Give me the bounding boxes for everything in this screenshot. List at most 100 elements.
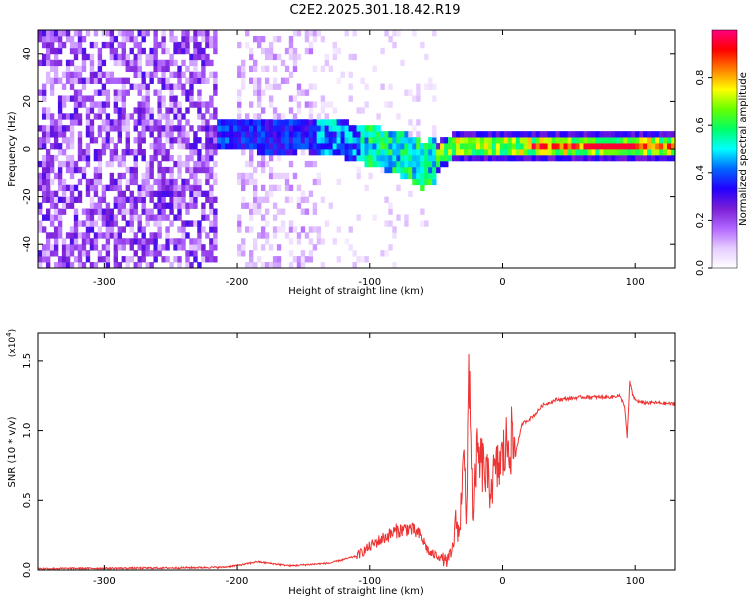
x-tick-label: -100 bbox=[358, 277, 381, 288]
heatmap-cell bbox=[424, 83, 429, 90]
heatmap-cell bbox=[97, 256, 103, 263]
heatmap-cell bbox=[559, 154, 564, 162]
heatmap-cell bbox=[296, 131, 302, 138]
heatmap-cell bbox=[376, 160, 381, 168]
heatmap-cell bbox=[73, 71, 79, 78]
heatmap-cell bbox=[81, 149, 87, 156]
heatmap-cell bbox=[252, 77, 258, 84]
heatmap-cell bbox=[252, 83, 258, 90]
heatmap-cell bbox=[388, 244, 393, 251]
heatmap-cell bbox=[205, 190, 210, 197]
heatmap-cell bbox=[141, 107, 146, 114]
heatmap-cell bbox=[503, 131, 509, 138]
heatmap-cell bbox=[38, 172, 43, 180]
heatmap-cell bbox=[479, 154, 485, 162]
heatmap-cell bbox=[300, 196, 306, 203]
heatmap-cell bbox=[659, 154, 664, 162]
heatmap-cell bbox=[404, 131, 409, 138]
heatmap-cell bbox=[237, 71, 242, 78]
heatmap-cell bbox=[260, 47, 266, 55]
heatmap-cell bbox=[137, 226, 142, 233]
heatmap-cell bbox=[165, 119, 170, 126]
heatmap-cell bbox=[145, 59, 150, 67]
heatmap-cell bbox=[105, 143, 111, 150]
heatmap-cell bbox=[424, 178, 429, 186]
heatmap-cell bbox=[105, 137, 111, 144]
heatmap-cell bbox=[133, 59, 138, 67]
heatmap-cell bbox=[85, 113, 91, 120]
heatmap-cell bbox=[141, 232, 146, 239]
heatmap-cell bbox=[161, 125, 166, 132]
heatmap-cell bbox=[555, 143, 560, 150]
heatmap-cell bbox=[153, 71, 158, 78]
colorbar-tick-label: 0.8 bbox=[695, 70, 706, 86]
spectrogram-cells bbox=[38, 30, 675, 268]
heatmap-cell bbox=[65, 143, 71, 150]
heatmap-cell bbox=[292, 119, 298, 126]
heatmap-cell bbox=[53, 202, 59, 209]
heatmap-cell bbox=[404, 149, 409, 156]
spectrogram-x-label: Height of straight line (km) bbox=[288, 286, 424, 297]
heatmap-cell bbox=[153, 53, 158, 61]
y-tick-label: 1.5 bbox=[22, 353, 33, 369]
heatmap-cell bbox=[125, 262, 130, 268]
heatmap-cell bbox=[264, 196, 270, 203]
heatmap-cell bbox=[539, 131, 545, 138]
heatmap-cell bbox=[571, 149, 576, 156]
heatmap-cell bbox=[93, 178, 99, 186]
heatmap-cell bbox=[117, 262, 123, 268]
heatmap-cell bbox=[245, 113, 250, 120]
heatmap-cell bbox=[404, 89, 409, 96]
heatmap-cell bbox=[384, 101, 389, 108]
heatmap-cell bbox=[73, 77, 79, 84]
heatmap-cell bbox=[157, 125, 162, 132]
heatmap-cell bbox=[105, 244, 111, 251]
heatmap-cell bbox=[667, 143, 672, 150]
heatmap-cell bbox=[101, 137, 107, 144]
heatmap-cell bbox=[145, 238, 150, 245]
heatmap-cell bbox=[631, 131, 636, 138]
heatmap-cell bbox=[452, 143, 457, 150]
heatmap-cell bbox=[117, 41, 123, 49]
heatmap-cell bbox=[312, 244, 318, 251]
heatmap-cell bbox=[45, 47, 51, 55]
heatmap-cell bbox=[217, 143, 222, 150]
heatmap-cell bbox=[65, 262, 71, 268]
x-tick-label: -300 bbox=[93, 576, 116, 587]
heatmap-cell bbox=[635, 143, 640, 150]
heatmap-cell bbox=[165, 166, 170, 174]
snr-multiplier-exp: 4 bbox=[5, 332, 13, 337]
heatmap-cell bbox=[344, 238, 349, 245]
heatmap-cell bbox=[41, 256, 47, 263]
heatmap-cell bbox=[65, 113, 71, 120]
heatmap-cell bbox=[499, 131, 505, 138]
heatmap-cell bbox=[324, 125, 330, 132]
heatmap-cell bbox=[61, 250, 67, 257]
heatmap-cell bbox=[344, 137, 349, 144]
heatmap-cell bbox=[137, 53, 142, 61]
heatmap-cell bbox=[396, 166, 401, 174]
heatmap-cell bbox=[619, 137, 624, 144]
heatmap-cell bbox=[460, 149, 465, 156]
heatmap-cell bbox=[81, 250, 87, 257]
heatmap-cell bbox=[260, 226, 266, 233]
heatmap-cell bbox=[316, 238, 322, 245]
heatmap-cell bbox=[109, 47, 115, 55]
heatmap-cell bbox=[117, 89, 123, 96]
heatmap-cell bbox=[109, 226, 115, 233]
heatmap-cell bbox=[272, 202, 278, 209]
heatmap-cell bbox=[268, 47, 274, 55]
heatmap-cell bbox=[635, 137, 640, 144]
heatmap-cell bbox=[109, 137, 115, 144]
heatmap-cell bbox=[324, 59, 330, 67]
heatmap-cell bbox=[336, 125, 341, 132]
heatmap-cell bbox=[280, 208, 286, 215]
heatmap-cell bbox=[113, 59, 119, 67]
y-tick-label: 0.5 bbox=[22, 492, 33, 508]
heatmap-cell bbox=[53, 214, 59, 221]
heatmap-cell bbox=[260, 149, 266, 156]
heatmap-cell bbox=[308, 125, 314, 132]
heatmap-cell bbox=[308, 47, 314, 55]
heatmap-cell bbox=[252, 202, 258, 209]
heatmap-cell bbox=[177, 113, 182, 120]
